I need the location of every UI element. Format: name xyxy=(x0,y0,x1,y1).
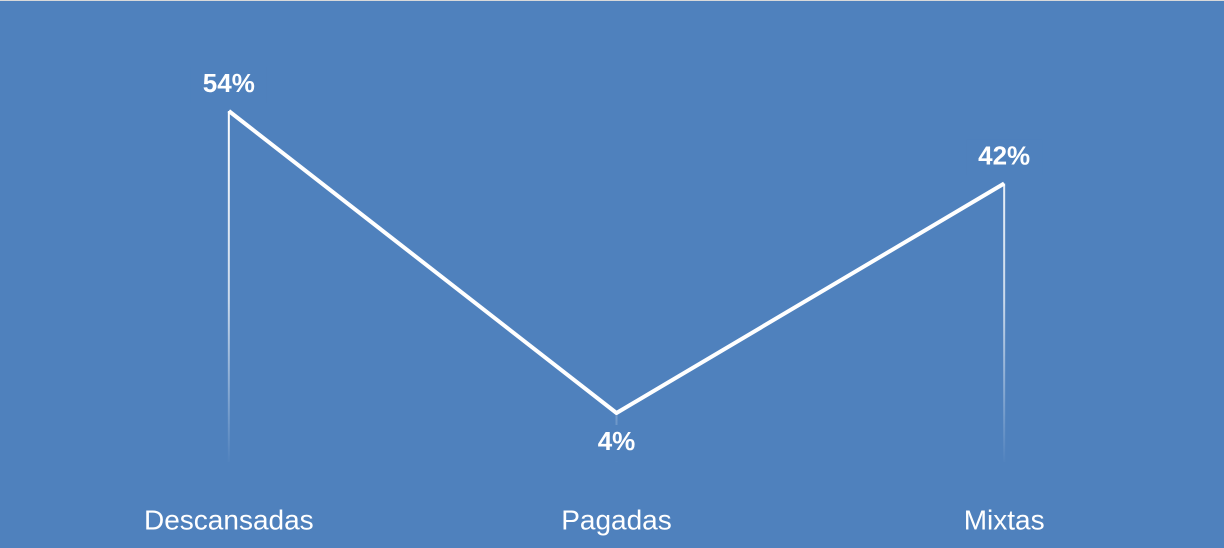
x-tick-label: Descansadas xyxy=(144,504,314,535)
data-label: 42% xyxy=(978,140,1030,170)
data-line xyxy=(227,109,1006,415)
data-label: 4% xyxy=(598,426,636,456)
data-label: 54% xyxy=(203,68,255,98)
x-tick-label: Pagadas xyxy=(561,504,672,535)
x-tick-label: Mixtas xyxy=(964,504,1045,535)
label-background xyxy=(578,425,655,461)
label-background xyxy=(190,67,267,103)
label-background xyxy=(966,139,1043,176)
